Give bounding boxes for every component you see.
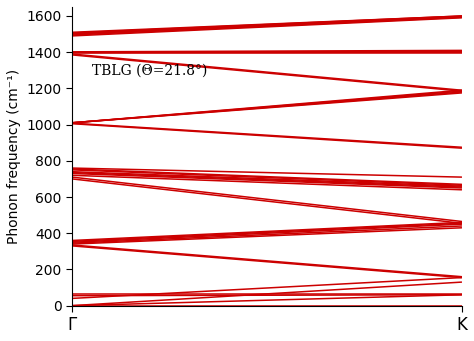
Y-axis label: Phonon frequency (cm⁻¹): Phonon frequency (cm⁻¹): [7, 69, 21, 244]
Text: TBLG (Θ=21.8°): TBLG (Θ=21.8°): [91, 64, 207, 78]
